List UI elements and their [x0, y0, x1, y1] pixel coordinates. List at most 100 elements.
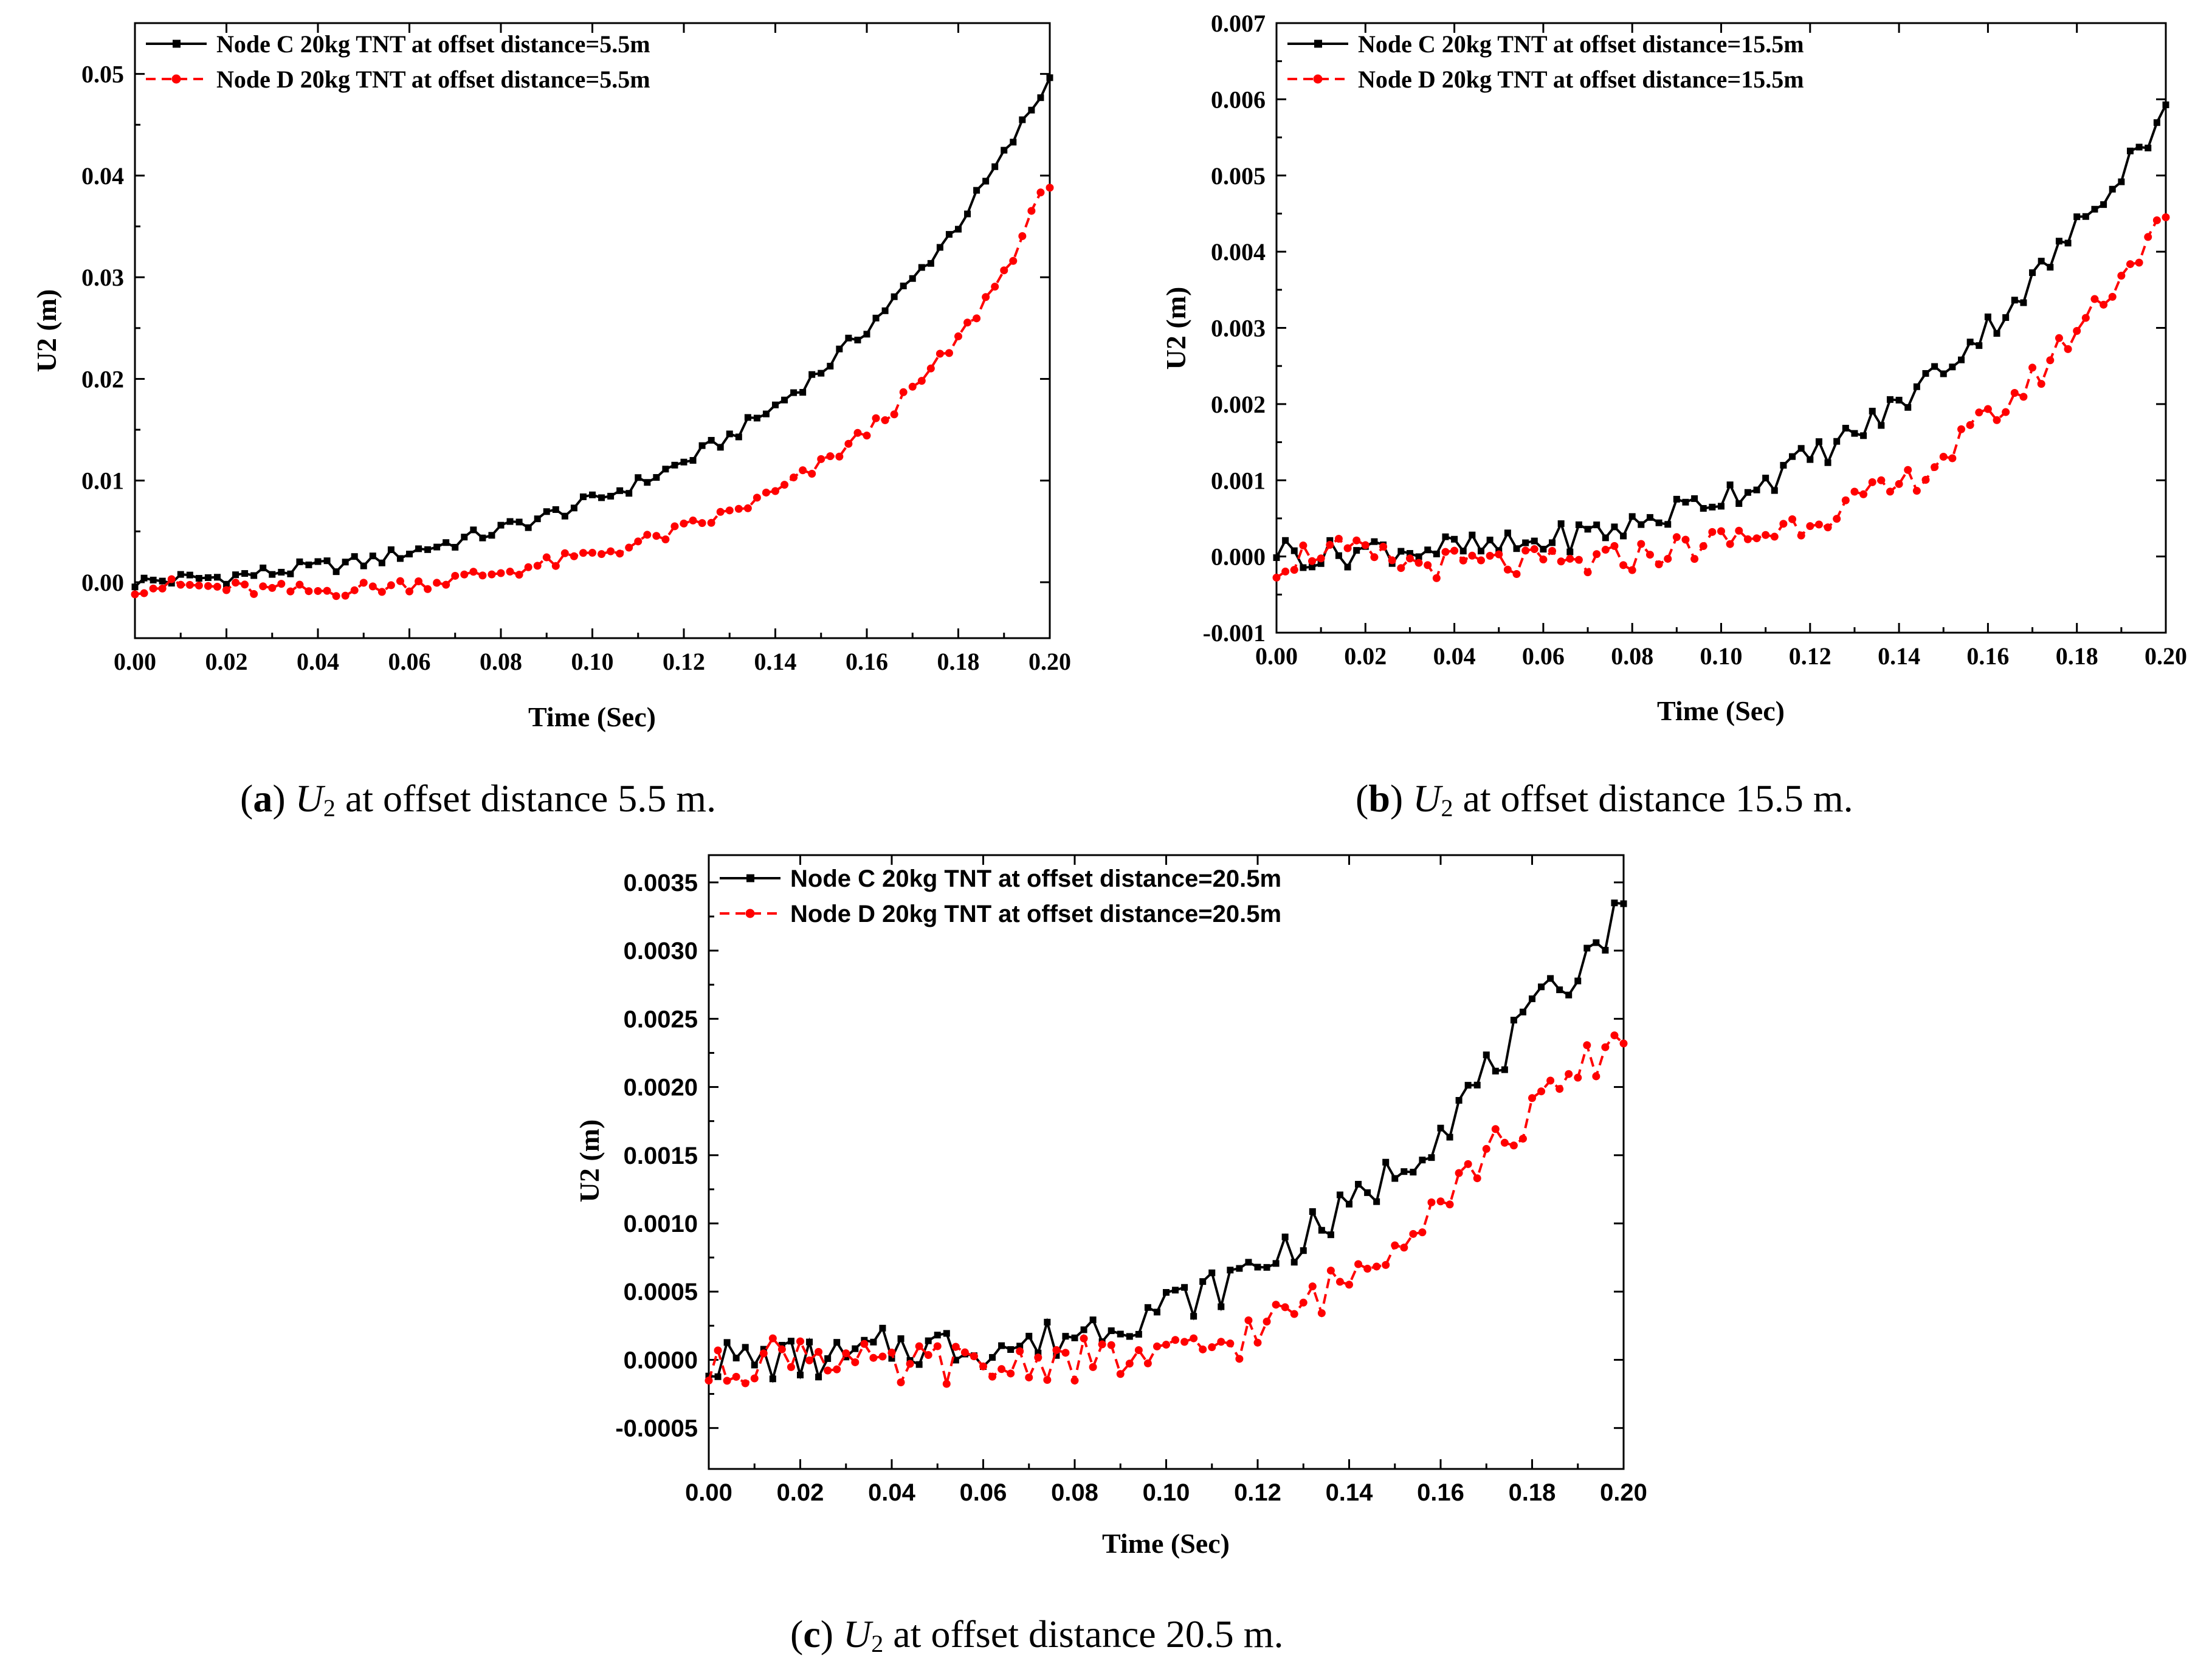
panel-a-marker-node-d: [1046, 184, 1054, 192]
panel-c-xtick-label: 0.18: [1509, 1479, 1556, 1506]
panel-c-marker-node-d: [1007, 1369, 1015, 1378]
panel-c-marker-node-d: [1143, 1359, 1152, 1367]
panel-c-marker-node-c: [1108, 1327, 1115, 1335]
panel-c-marker-node-d: [1025, 1373, 1033, 1381]
panel-b-marker-node-d: [1664, 554, 1672, 563]
panel-b-marker-node-d: [1486, 551, 1494, 560]
panel-c-marker-node-c: [742, 1344, 749, 1351]
panel-c-marker-node-c: [1364, 1189, 1371, 1196]
panel-c-marker-node-c: [1565, 991, 1573, 999]
panel-a-marker-node-c: [982, 177, 990, 185]
panel-b-marker-node-c: [1780, 462, 1787, 469]
panel-c-marker-node-d: [997, 1365, 1006, 1374]
panel-c-marker-node-d: [970, 1352, 978, 1361]
panel-b-marker-node-c: [2126, 147, 2134, 154]
panel-a-marker-node-d: [716, 507, 725, 516]
panel-b-marker-node-c: [1673, 495, 1680, 503]
panel-b-marker-node-c: [2047, 264, 2054, 271]
panel-a-marker-node-d: [268, 583, 277, 592]
panel-c-marker-node-d: [1308, 1282, 1317, 1291]
panel-b-marker-node-c: [1459, 548, 1467, 555]
panel-a-marker-node-d: [506, 568, 514, 576]
panel-c-marker-node-d: [1583, 1041, 1591, 1050]
panel-b-marker-node-d: [1645, 551, 1654, 559]
panel-b-marker-node-c: [1575, 521, 1582, 528]
panel-b-frame: [1275, 22, 2167, 634]
panel-c-legend-label: Node C 20kg TNT at offset distance=20.5m: [790, 865, 1281, 892]
panel-c-marker-node-c: [1035, 1349, 1042, 1357]
panel-b-marker-node-d: [1424, 561, 1432, 569]
panel-c-xtick-label: 0.10: [1143, 1479, 1190, 1506]
panel-c-xtick-label: 0.20: [1600, 1479, 1647, 1506]
panel-a-xtick-label: 0.06: [388, 648, 431, 675]
panel-a-marker-node-d: [460, 570, 469, 579]
panel-b-xtick-label: 0.10: [1700, 642, 1743, 670]
panel-a-marker-node-c: [900, 282, 907, 289]
panel-b-marker-node-c: [1326, 537, 1334, 544]
panel-c-marker-node-d: [759, 1349, 768, 1358]
panel-a-marker-node-c: [808, 371, 816, 378]
panel-a-marker-node-d: [963, 318, 972, 327]
panel-c-marker-node-d: [897, 1378, 905, 1387]
panel-c-marker-node-d: [924, 1351, 932, 1360]
panel-a-marker-node-c: [260, 564, 267, 571]
panel-a-marker-node-c: [781, 396, 788, 404]
panel-c-marker-node-c: [787, 1338, 794, 1345]
panel-b-marker-node-d: [1619, 561, 1628, 569]
panel-b-marker-node-d: [1655, 560, 1663, 569]
panel-a-legend-label: Node C 20kg TNT at offset distance=5.5m: [216, 30, 650, 58]
panel-b-marker-node-c: [1593, 521, 1600, 529]
panel-c-marker-node-d: [1061, 1349, 1070, 1357]
panel-c-marker-node-d: [1281, 1303, 1289, 1312]
panel-a-marker-node-c: [534, 515, 541, 523]
panel-a-marker-node-c: [918, 264, 925, 271]
panel-a-marker-node-d: [350, 586, 359, 594]
panel-b-marker-node-c: [1655, 519, 1662, 526]
panel-b-marker-node-d: [1983, 405, 1992, 413]
panel-c-frame: [708, 854, 1625, 1470]
panel-c-marker-node-c: [1410, 1169, 1417, 1176]
panel-b-marker-node-c: [1353, 547, 1360, 554]
panel-b-marker-node-d: [1841, 496, 1850, 504]
panel-a-marker-node-d: [497, 569, 505, 577]
panel-a-marker-node-d: [515, 571, 523, 579]
panel-a-marker-node-d: [743, 504, 752, 512]
panel-c-marker-node-d: [1134, 1346, 1143, 1354]
panel-a-marker-node-d: [433, 579, 441, 587]
panel-b-marker-node-d: [2073, 326, 2081, 335]
panel-a-marker-node-c: [278, 568, 285, 576]
panel-c-marker-node-c: [1135, 1330, 1142, 1338]
panel-a-marker-node-c: [543, 508, 550, 515]
panel-a-marker-node-c: [287, 570, 294, 577]
caption-b-symbol: U: [1413, 777, 1443, 820]
panel-b-marker-node-c: [2073, 213, 2081, 221]
panel-a-marker-node-c: [415, 545, 422, 552]
panel-a-marker-node-c: [635, 474, 642, 481]
panel-c-ytick-label: 0.0010: [624, 1211, 698, 1237]
panel-a-series: [131, 74, 1054, 600]
panel-a-marker-node-c: [342, 559, 349, 566]
panel-b-marker-node-d: [2126, 260, 2134, 269]
panel-c-marker-node-c: [1501, 1066, 1508, 1073]
panel-c-marker-node-c: [1172, 1287, 1179, 1294]
panel-c-marker-node-c: [1593, 939, 1600, 946]
panel-a-marker-node-c: [854, 336, 861, 343]
panel-b-marker-node-d: [2100, 300, 2108, 309]
panel-b-marker-node-d: [1921, 476, 1930, 484]
panel-c-marker-node-c: [1199, 1278, 1207, 1285]
panel-a-xtick-label: 0.08: [480, 648, 522, 675]
panel-a-marker-node-c: [488, 532, 495, 539]
panel-b-marker-node-d: [1503, 565, 1512, 574]
panel-c-marker-node-d: [1363, 1264, 1372, 1273]
panel-b-marker-node-d: [1512, 570, 1521, 579]
panel-a-marker-node-c: [799, 389, 807, 396]
panel-a-marker-node-d: [560, 549, 569, 557]
panel-b-ytick-label: 0.006: [1211, 86, 1266, 113]
panel-a-marker-node-d: [359, 579, 368, 587]
panel-a-marker-node-d: [387, 581, 395, 590]
panel-a-marker-node-c: [506, 518, 514, 525]
panel-a-marker-node-d: [442, 580, 450, 589]
panel-c-legend-label: Node D 20kg TNT at offset distance=20.5m: [790, 901, 1281, 927]
panel-b-marker-node-d: [1948, 454, 1957, 463]
panel-c-marker-node-c: [1263, 1264, 1270, 1271]
